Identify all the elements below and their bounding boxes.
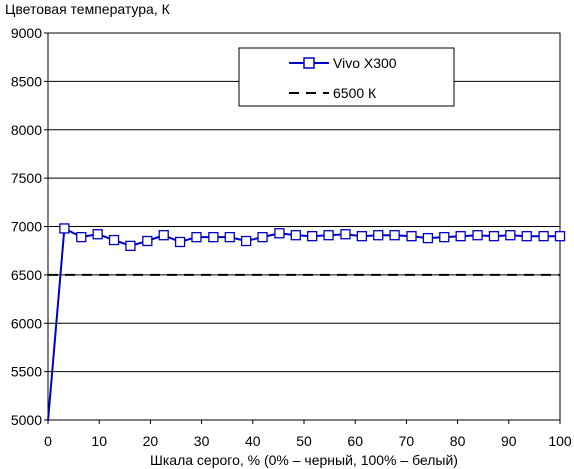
- series-line-vivo-x300: [47, 226, 560, 422]
- y-tick-label: 5000: [11, 412, 42, 428]
- legend: Vivo X300 6500 К: [238, 47, 455, 107]
- y-axis-label: Цветовая температура, К: [5, 1, 171, 17]
- data-point: [224, 231, 235, 243]
- series-layer: [47, 223, 566, 422]
- data-point: [290, 230, 301, 241]
- data-point: [340, 229, 351, 240]
- y-tick-labels: 5000 5500 6000 6500 7000 7500 8000 8500 9000: [11, 25, 48, 428]
- x-tick-label: 80: [450, 433, 466, 449]
- x-tick-label: 0: [44, 433, 52, 449]
- y-tick-label: 9000: [11, 25, 42, 41]
- data-point: [191, 231, 202, 243]
- legend-label-vivo: Vivo X300: [333, 55, 397, 71]
- data-point: [208, 231, 219, 243]
- x-tick-label: 20: [143, 433, 159, 449]
- legend-marker-vivo: [303, 57, 315, 69]
- data-point: [488, 231, 500, 242]
- x-axis-label: Шкала серого, % (0% – черный, 100% – бел…: [150, 452, 458, 468]
- legend-label-reference: 6500 К: [333, 85, 377, 101]
- data-point: [455, 231, 466, 242]
- data-point: [240, 235, 252, 247]
- y-tick-label: 7500: [11, 170, 42, 186]
- data-point: [406, 231, 417, 242]
- y-tick-label: 8500: [11, 73, 42, 89]
- data-point: [439, 231, 450, 243]
- x-tick-label: 50: [296, 433, 312, 449]
- data-point: [76, 231, 87, 243]
- data-point: [174, 236, 186, 248]
- x-tick-labels: 0 10 20 30 40 50 60 70 80 90 100: [44, 420, 572, 449]
- data-point: [505, 230, 516, 241]
- data-point: [307, 231, 318, 242]
- data-point: [158, 230, 169, 241]
- data-point: [323, 230, 334, 241]
- data-point: [472, 230, 483, 241]
- data-point: [125, 240, 136, 252]
- data-point: [59, 223, 70, 234]
- data-point: [274, 228, 285, 239]
- data-point: [92, 229, 103, 240]
- data-point: [389, 230, 400, 241]
- data-point: [554, 231, 566, 242]
- x-tick-label: 60: [347, 433, 363, 449]
- data-point: [422, 232, 434, 244]
- data-point: [521, 231, 532, 242]
- x-tick-label: 90: [501, 433, 517, 449]
- x-tick-label: 30: [194, 433, 210, 449]
- y-tick-label: 6000: [11, 315, 42, 331]
- data-point: [356, 231, 368, 242]
- data-point: [373, 230, 384, 241]
- data-point: [257, 231, 268, 243]
- data-point: [142, 235, 153, 247]
- data-point: [108, 234, 120, 246]
- y-tick-label: 5500: [11, 364, 42, 380]
- x-tick-label: 100: [548, 433, 572, 449]
- legend-box: [238, 47, 455, 107]
- y-tick-label: 7000: [11, 219, 42, 235]
- x-tick-label: 70: [399, 433, 415, 449]
- y-tick-label: 6500: [11, 267, 42, 283]
- x-tick-label: 10: [91, 433, 107, 449]
- y-tick-label: 8000: [11, 122, 42, 138]
- x-tick-label: 40: [245, 433, 261, 449]
- data-point: [538, 231, 549, 242]
